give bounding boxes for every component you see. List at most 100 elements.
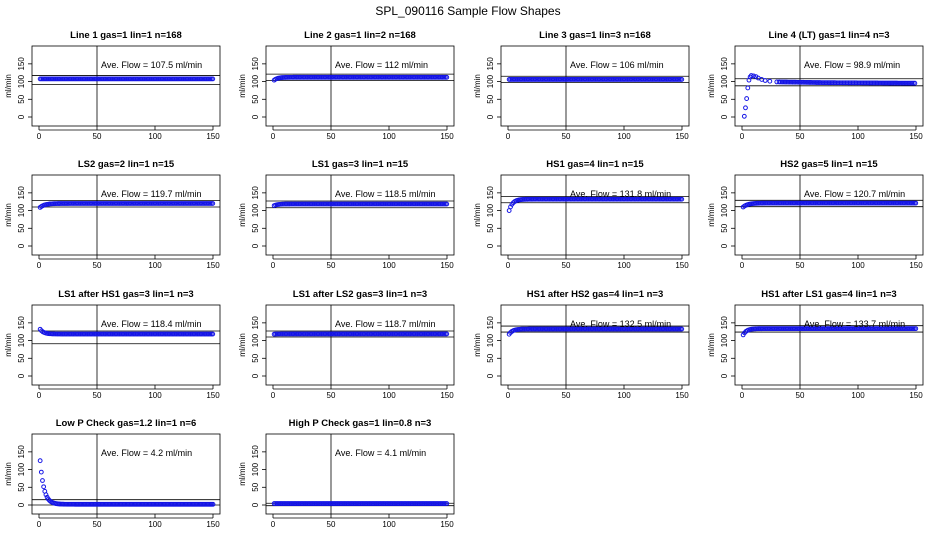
data-point <box>506 208 512 213</box>
data-point <box>815 80 821 85</box>
panel-title: Line 3 gas=1 lin=3 n=168 <box>539 30 651 41</box>
panel-title: LS2 gas=2 lin=1 n=15 <box>78 159 175 170</box>
data-point <box>811 80 817 85</box>
panel: Line 1 gas=1 lin=1 n=168 0 50 100 150 0 50 100 1… <box>4 30 221 141</box>
data-point <box>855 80 860 86</box>
data-point <box>906 80 912 86</box>
flow-annotation: Ave. Flow = 131.8 ml/min <box>570 189 671 199</box>
x-tick-label: 50 <box>93 520 102 529</box>
plot-frame <box>31 304 221 386</box>
data-point <box>883 80 889 86</box>
x-tick-label: 100 <box>382 391 396 400</box>
y-tick-label: 0 <box>17 373 26 378</box>
y-tick-label: 100 <box>251 203 260 217</box>
data-point <box>814 80 820 85</box>
y-tick-label: 100 <box>720 74 729 88</box>
y-tick-label: 0 <box>17 114 26 119</box>
y-axis-label: ml/min <box>238 74 247 98</box>
y-axis-label: ml/min <box>707 203 716 227</box>
flow-annotation: Ave. Flow = 4.2 ml/min <box>101 448 192 458</box>
panel-title: High P Check gas=1 lin=0.8 n=3 <box>289 418 432 429</box>
panel: LS1 gas=3 lin=1 n=15 0 50 100 150 0 50 100 150 ml… <box>238 159 455 270</box>
plot-frame <box>31 45 221 127</box>
y-tick-label: 100 <box>17 333 26 347</box>
y-tick-label: 50 <box>17 223 26 232</box>
x-tick-label: 100 <box>617 261 631 270</box>
data-point <box>37 458 43 464</box>
data-point <box>823 80 829 86</box>
x-tick-label: 100 <box>382 261 396 270</box>
data-point <box>858 80 863 86</box>
y-tick-label: 0 <box>486 243 495 248</box>
x-tick-label: 50 <box>93 261 102 270</box>
data-point <box>805 80 811 85</box>
data-point <box>901 80 907 86</box>
x-tick-label: 50 <box>562 132 571 141</box>
data-point <box>38 469 44 475</box>
data-point <box>210 501 216 507</box>
y-axis-label: ml/min <box>4 203 13 227</box>
data-point <box>799 79 805 85</box>
data-point <box>812 80 818 85</box>
y-tick-label: 150 <box>251 445 260 459</box>
y-tick-label: 0 <box>251 373 260 378</box>
flow-annotation: Ave. Flow = 132.5 ml/min <box>570 319 671 329</box>
data-point <box>885 80 891 86</box>
x-tick-label: 50 <box>562 261 571 270</box>
panel: HS2 gas=5 lin=1 n=15 0 50 100 150 0 50 100 150 ml… <box>707 159 924 270</box>
data-point <box>809 80 815 85</box>
data-point <box>797 79 803 85</box>
data-point <box>776 79 782 85</box>
panels: Line 1 gas=1 lin=1 n=168 0 50 100 150 0 50 100 1… <box>4 30 924 529</box>
data-point <box>767 78 773 84</box>
data-point <box>838 80 844 86</box>
data-point <box>784 79 790 85</box>
panel: Line 4 (LT) gas=1 lin=4 n=3 0 50 100 150 0 50 1… <box>707 30 924 141</box>
data-point <box>856 80 862 86</box>
y-tick-label: 50 <box>486 223 495 232</box>
panel: Line 3 gas=1 lin=3 n=168 0 50 100 150 0 50 100 1… <box>473 30 690 141</box>
data-point <box>894 80 900 86</box>
y-tick-label: 50 <box>251 94 260 103</box>
panel: Line 2 gas=1 lin=2 n=168 0 50 100 150 0 50 100 1… <box>238 30 455 141</box>
data-point <box>832 80 838 86</box>
y-tick-label: 50 <box>251 482 260 491</box>
x-tick-label: 0 <box>37 391 42 400</box>
y-tick-label: 100 <box>17 462 26 476</box>
data-point <box>210 331 216 337</box>
data-point <box>679 326 685 332</box>
y-tick-label: 100 <box>486 203 495 217</box>
data-point <box>745 85 751 91</box>
data-point <box>892 80 898 86</box>
data-point <box>870 80 876 86</box>
data-point <box>444 501 450 506</box>
data-point <box>679 196 685 202</box>
data-point <box>762 78 768 83</box>
y-tick-label: 150 <box>251 57 260 71</box>
x-tick-label: 50 <box>93 391 102 400</box>
data-point <box>880 80 886 86</box>
plot-frame <box>734 304 924 386</box>
data-point <box>790 79 796 85</box>
x-tick-label: 150 <box>440 391 454 400</box>
flow-annotation: Ave. Flow = 119.7 ml/min <box>101 189 201 199</box>
y-tick-label: 0 <box>720 373 729 378</box>
y-axis-label: ml/min <box>473 333 482 357</box>
panel-title: LS1 after LS2 gas=3 lin=1 n=3 <box>293 289 427 300</box>
data-point <box>895 80 901 86</box>
data-point <box>850 80 856 86</box>
data-point <box>876 80 882 86</box>
x-tick-label: 150 <box>206 520 220 529</box>
y-tick-label: 0 <box>251 114 260 119</box>
x-tick-label: 0 <box>740 132 745 141</box>
y-tick-label: 150 <box>486 186 495 200</box>
flow-annotation: Ave. Flow = 118.4 ml/min <box>101 319 201 329</box>
y-axis-label: ml/min <box>4 333 13 357</box>
data-point <box>873 80 879 86</box>
y-tick-label: 50 <box>720 353 729 362</box>
data-point <box>862 80 868 86</box>
data-point <box>751 73 757 79</box>
data-point <box>800 79 806 85</box>
data-point <box>781 79 787 85</box>
plot-frame <box>734 174 924 256</box>
